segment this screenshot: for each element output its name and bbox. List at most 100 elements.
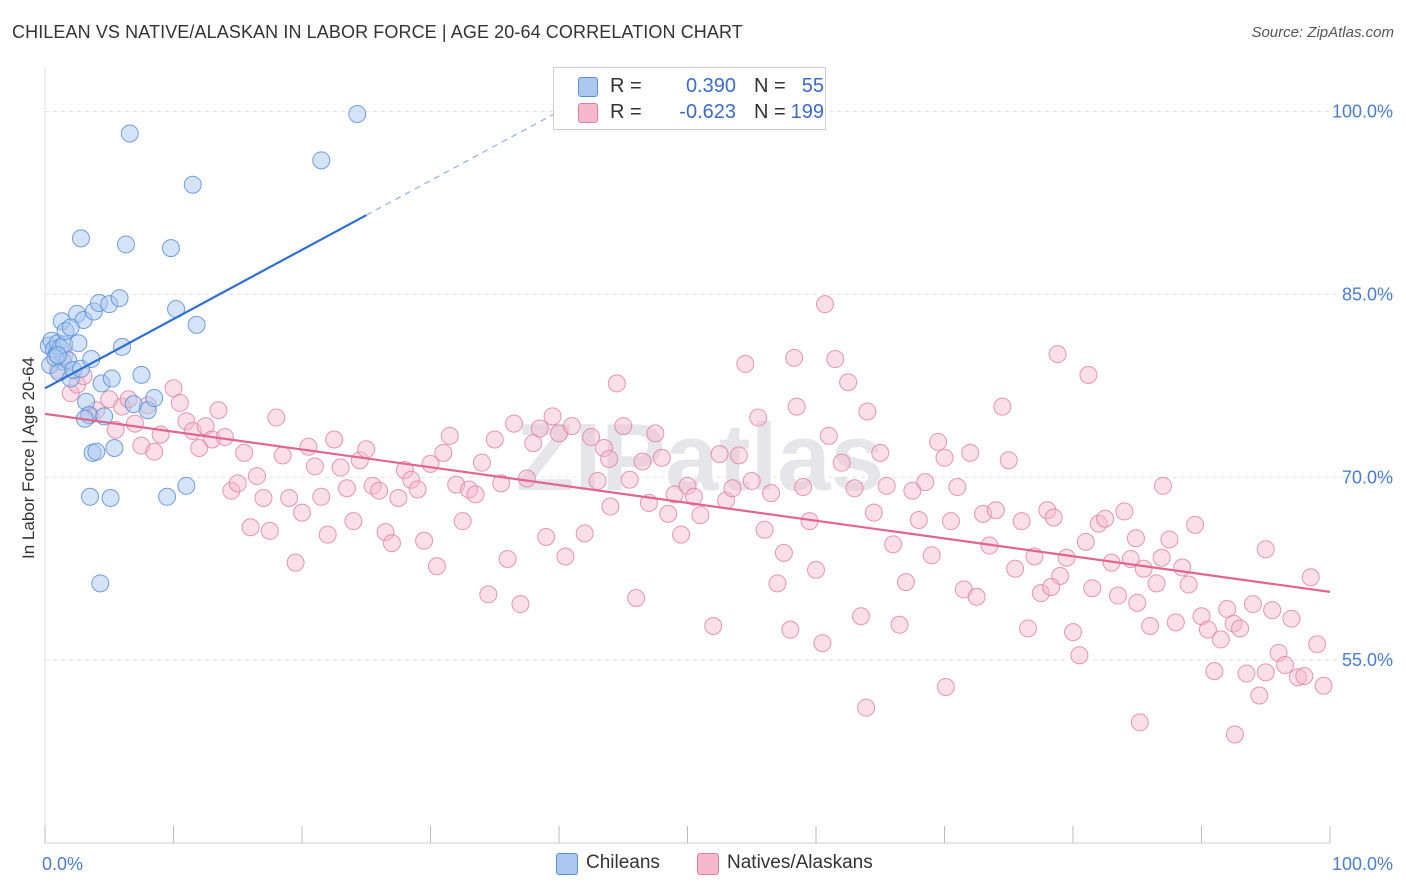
data-point-natives — [1225, 725, 1244, 744]
data-point-natives — [1198, 620, 1217, 639]
data-point-natives — [1250, 686, 1269, 705]
trendlines — [44, 110, 1331, 593]
legend-r-label: R = — [610, 101, 642, 123]
data-point-natives — [1083, 579, 1102, 598]
data-point-natives — [999, 451, 1018, 470]
data-point-natives — [1108, 586, 1127, 605]
data-point-natives — [1147, 574, 1166, 593]
data-point-natives — [357, 440, 376, 459]
data-point-natives — [858, 402, 877, 421]
data-point-natives — [839, 373, 858, 392]
data-point-natives — [209, 401, 228, 420]
data-point-natives — [729, 446, 748, 465]
data-point-natives — [1153, 476, 1172, 495]
data-point-natives — [781, 620, 800, 639]
data-point-natives — [627, 588, 646, 607]
data-point-natives — [929, 432, 948, 451]
data-point-chileans — [105, 439, 124, 458]
data-point-natives — [106, 420, 125, 439]
data-point-natives — [646, 424, 665, 443]
data-point-natives — [1256, 663, 1275, 682]
data-point-natives — [1031, 584, 1050, 603]
data-point-natives — [993, 397, 1012, 416]
watermark: ZIPatlas — [516, 404, 884, 511]
data-point-natives — [659, 504, 678, 523]
y-tick-labels: 55.0% 70.0% 85.0% 100.0% — [1332, 102, 1393, 671]
data-point-natives — [614, 417, 633, 436]
chart-title: CHILEAN VS NATIVE/ALASKAN IN LABOR FORCE… — [12, 22, 743, 42]
data-point-natives — [395, 460, 414, 479]
data-point-natives — [1160, 530, 1179, 549]
data-point-natives — [871, 443, 890, 462]
data-point-natives — [415, 531, 434, 550]
data-point-chileans — [110, 289, 129, 308]
data-point-natives — [986, 501, 1005, 520]
data-point-natives — [1038, 501, 1057, 520]
data-point-natives — [505, 414, 524, 433]
data-point-natives — [1314, 676, 1333, 695]
data-point-natives — [936, 677, 955, 696]
data-point-natives — [453, 512, 472, 531]
data-point-natives — [916, 473, 935, 492]
data-point-natives — [967, 587, 986, 606]
data-point-natives — [826, 350, 845, 369]
data-point-natives — [248, 467, 267, 486]
data-point-natives — [1179, 575, 1198, 594]
data-point-chileans — [116, 235, 135, 254]
y-tick-label: 85.0% — [1342, 284, 1393, 304]
data-point-natives — [286, 553, 305, 572]
data-point-chileans — [87, 442, 106, 461]
data-point-natives — [620, 470, 639, 489]
bottom-legend-label: Natives/Alaskans — [727, 852, 873, 873]
data-point-natives — [267, 408, 286, 427]
data-point-natives — [1237, 664, 1256, 683]
data-point-natives — [280, 489, 299, 508]
data-point-natives — [1205, 662, 1224, 681]
data-point-natives — [819, 426, 838, 445]
data-point-natives — [1006, 559, 1025, 578]
data-point-natives — [170, 393, 189, 412]
data-point-chileans — [312, 151, 331, 170]
data-point-natives — [922, 546, 941, 565]
axes — [44, 68, 1331, 844]
data-point-natives — [575, 524, 594, 543]
data-point-natives — [755, 520, 774, 539]
data-point-natives — [678, 476, 697, 495]
data-point-natives — [479, 585, 498, 604]
data-point-chileans — [132, 365, 151, 384]
data-point-natives — [235, 443, 254, 462]
data-point-natives — [337, 479, 356, 498]
data-point-natives — [665, 485, 684, 504]
data-point-chileans — [183, 175, 202, 194]
data-point-natives — [710, 445, 729, 464]
data-point-natives — [1019, 619, 1038, 638]
data-point-natives — [318, 525, 337, 544]
data-point-natives — [864, 503, 883, 522]
data-point-natives — [1173, 558, 1192, 577]
data-point-natives — [1282, 609, 1301, 628]
data-point-chileans — [120, 124, 139, 143]
x-tick-labels: 0.0% 100.0% — [42, 854, 1393, 874]
data-point-natives — [1243, 595, 1262, 614]
data-point-natives — [684, 487, 703, 506]
data-point-natives — [537, 528, 556, 547]
data-point-natives — [857, 698, 876, 717]
legend-swatch-natives — [578, 103, 598, 123]
data-point-natives — [884, 535, 903, 554]
data-point-natives — [293, 503, 311, 522]
data-point-natives — [511, 595, 530, 614]
data-point-natives — [1096, 509, 1115, 528]
data-point-natives — [896, 573, 915, 592]
data-point-natives — [1130, 713, 1149, 732]
data-point-natives — [749, 408, 768, 427]
data-point-chileans — [187, 315, 206, 334]
data-point-natives — [1141, 617, 1160, 636]
data-point-chileans — [80, 487, 99, 506]
data-point-natives — [909, 510, 928, 529]
data-point-chileans — [161, 239, 180, 258]
data-point-natives — [222, 481, 241, 500]
data-point-natives — [851, 607, 870, 626]
legend-n-value: 199 — [790, 101, 824, 123]
data-point-natives — [1288, 668, 1307, 687]
bottom-legend-swatch-natives — [697, 853, 719, 875]
